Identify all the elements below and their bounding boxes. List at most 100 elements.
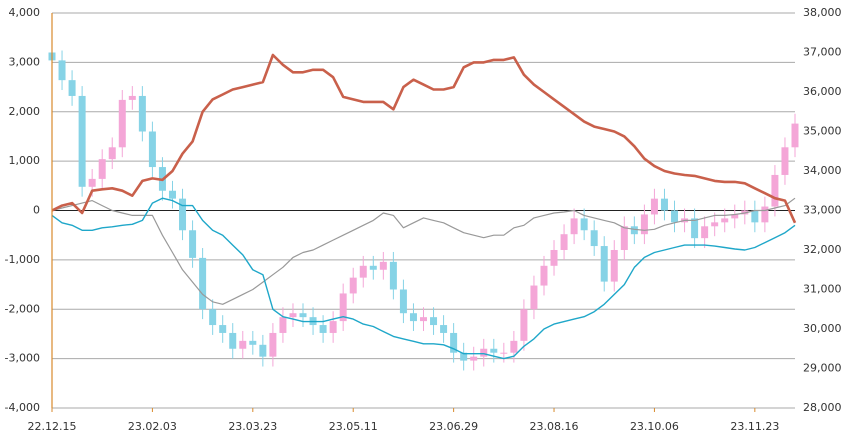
candle-body [329, 321, 337, 333]
y-tick-label: -2,000 [5, 302, 40, 315]
candle-body [721, 218, 729, 223]
candle-body [118, 99, 126, 148]
candle-body [68, 80, 76, 96]
candle-body [389, 261, 397, 290]
candle-body [580, 218, 588, 231]
candle-body [530, 285, 538, 310]
candle-body [520, 309, 528, 341]
candle-body [168, 190, 176, 199]
candle-body [229, 332, 237, 349]
candle-body [781, 147, 789, 175]
candle-body [138, 95, 146, 132]
candle-body [510, 340, 518, 353]
candle-body [711, 222, 719, 227]
candle-body [299, 313, 307, 318]
y2-tick-label: 29,000 [803, 362, 842, 375]
y2-tick-label: 37,000 [803, 46, 842, 59]
candle-body [349, 277, 357, 294]
candle-body [189, 230, 197, 258]
y-tick-label: -4,000 [5, 401, 40, 414]
y2-tick-label: 28,000 [803, 401, 842, 414]
candle-body [620, 226, 628, 250]
candle-body [671, 210, 679, 223]
x-tick-label: 23.10.06 [630, 420, 679, 433]
y-tick-label: -3,000 [5, 352, 40, 365]
candle-body [691, 218, 699, 239]
candle-body [590, 230, 598, 247]
x-tick-label: 22.12.15 [28, 420, 77, 433]
x-tick-label: 23.06.29 [429, 420, 478, 433]
line-series [51, 197, 796, 305]
candle-body [450, 332, 458, 353]
candle-body [289, 313, 297, 318]
candle-body [369, 265, 377, 270]
candle-body [319, 325, 327, 333]
candle-body [540, 265, 548, 286]
candle-body [791, 123, 799, 148]
candle-body [771, 174, 779, 207]
candle-body [259, 344, 267, 357]
candle-body [128, 95, 136, 100]
x-tick-label: 23.03.23 [228, 420, 277, 433]
y2-tick-label: 30,000 [803, 322, 842, 335]
candle-body [219, 325, 227, 333]
x-tick-label: 23.11.23 [730, 420, 779, 433]
candle-body [58, 60, 66, 81]
candle-body [440, 325, 448, 333]
candle-body [600, 246, 608, 282]
line-series [51, 197, 796, 360]
candle-body [179, 198, 187, 231]
candle-body [550, 250, 558, 266]
candle-body [339, 293, 347, 322]
x-tick-label: 23.05.11 [329, 420, 378, 433]
candle-body [660, 198, 668, 211]
candle-body [731, 214, 739, 219]
candle-body [701, 226, 709, 239]
x-tick-label: 23.02.03 [128, 420, 177, 433]
candle-body [460, 352, 468, 361]
y-tick-label: 4,000 [9, 6, 41, 19]
y-tick-label: 3,000 [9, 55, 41, 68]
y2-tick-label: 32,000 [803, 243, 842, 256]
y2-tick-label: 35,000 [803, 125, 842, 138]
x-tick-label: 23.08.16 [530, 420, 579, 433]
candle-body [108, 147, 116, 160]
candle-body [269, 332, 277, 357]
candle-body [199, 257, 207, 310]
candle-body [88, 178, 96, 187]
candle-body [630, 226, 638, 235]
candle-body [78, 95, 86, 187]
y2-tick-label: 33,000 [803, 204, 842, 217]
y-tick-label: 2,000 [9, 105, 41, 118]
y2-tick-label: 36,000 [803, 85, 842, 98]
candle-body [490, 348, 498, 353]
y-tick-label: 1,000 [9, 154, 41, 167]
candle-body [279, 317, 287, 333]
y2-tick-label: 31,000 [803, 283, 842, 296]
y2-tick-label: 38,000 [803, 6, 842, 19]
candle-body [480, 348, 488, 357]
candle-body [399, 289, 407, 314]
candle-body [379, 261, 387, 270]
candle-body [209, 309, 217, 326]
line-series [51, 53, 797, 224]
candle-body [430, 317, 438, 326]
candle-body [650, 198, 658, 215]
candle-body [470, 356, 478, 361]
candle-body [98, 159, 106, 179]
candle-body [420, 317, 427, 322]
candle-body [751, 210, 759, 223]
y-tick-label: -1,000 [5, 253, 40, 266]
candle-body [359, 265, 367, 278]
candle-body [570, 218, 578, 235]
candle-body [148, 131, 156, 168]
candle-body [560, 234, 568, 250]
candle-body [249, 340, 257, 345]
candle-body [500, 352, 508, 354]
candle-body [640, 214, 648, 235]
candle-body [409, 313, 417, 322]
candle-body [761, 206, 769, 223]
candle-body [610, 250, 618, 282]
y2-tick-label: 34,000 [803, 164, 842, 177]
